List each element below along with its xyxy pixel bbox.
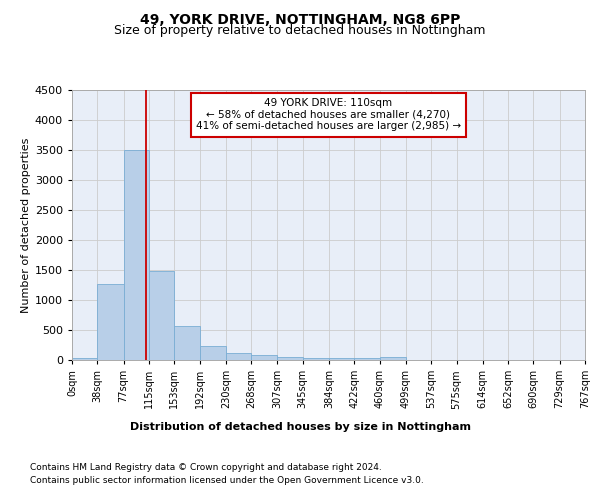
Bar bbox=[303, 358, 329, 360]
Y-axis label: Number of detached properties: Number of detached properties bbox=[20, 138, 31, 312]
Bar bbox=[329, 358, 354, 360]
Text: Distribution of detached houses by size in Nottingham: Distribution of detached houses by size … bbox=[130, 422, 470, 432]
Bar bbox=[72, 358, 97, 360]
Bar bbox=[354, 358, 380, 360]
Text: Contains HM Land Registry data © Crown copyright and database right 2024.: Contains HM Land Registry data © Crown c… bbox=[30, 462, 382, 471]
Bar bbox=[251, 355, 277, 360]
Bar bbox=[149, 271, 175, 360]
Bar bbox=[175, 326, 200, 360]
Text: 49, YORK DRIVE, NOTTINGHAM, NG8 6PP: 49, YORK DRIVE, NOTTINGHAM, NG8 6PP bbox=[140, 12, 460, 26]
Text: 49 YORK DRIVE: 110sqm
← 58% of detached houses are smaller (4,270)
41% of semi-d: 49 YORK DRIVE: 110sqm ← 58% of detached … bbox=[196, 98, 461, 132]
Bar bbox=[97, 284, 124, 360]
Bar bbox=[200, 346, 226, 360]
Bar bbox=[380, 356, 406, 360]
Bar bbox=[124, 150, 149, 360]
Bar bbox=[226, 353, 251, 360]
Text: Size of property relative to detached houses in Nottingham: Size of property relative to detached ho… bbox=[114, 24, 486, 37]
Bar bbox=[277, 356, 303, 360]
Text: Contains public sector information licensed under the Open Government Licence v3: Contains public sector information licen… bbox=[30, 476, 424, 485]
